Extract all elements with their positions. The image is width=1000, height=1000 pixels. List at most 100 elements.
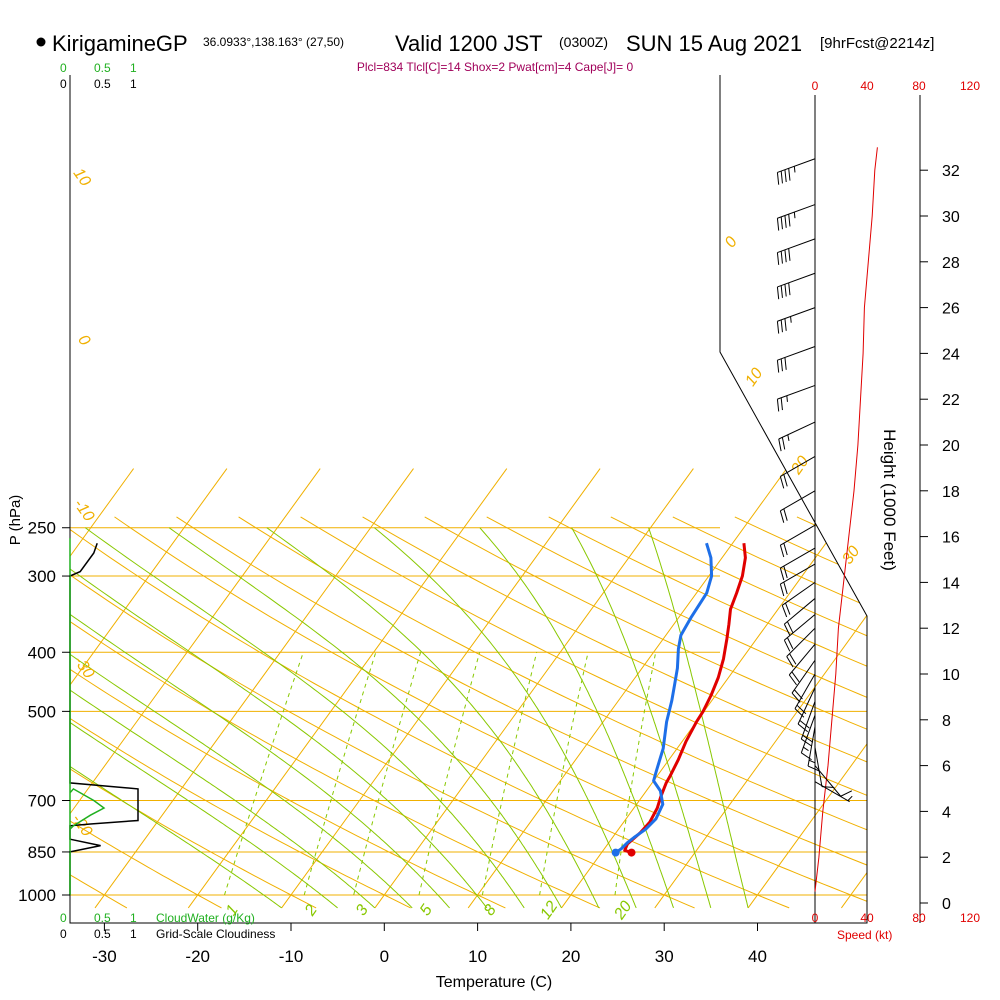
pressure-tick-label: 400 (28, 643, 56, 662)
wind-panel (776, 147, 878, 892)
height-tick-label: 14 (942, 575, 960, 592)
cw-bottom-tick: 0 (60, 911, 67, 925)
dry-adiabat-line (921, 517, 1000, 908)
mixing-ratio-line (224, 652, 304, 896)
isotherm-line (70, 468, 135, 909)
speed-scale-top: 0 40 80 120 (812, 79, 981, 93)
cl-top-tick: 0.5 (94, 77, 111, 91)
dry-adiabat-line (70, 516, 411, 909)
height-tick-label: 28 (942, 255, 960, 272)
dry-adiabat-line (70, 516, 317, 909)
temperature-line (623, 543, 747, 855)
indices-line: Plcl=834 Tlcl[C]=14 Shox=2 Pwat[cm]=4 Ca… (357, 60, 634, 74)
dry-adiabat-line (858, 516, 867, 909)
wind-speed-line (814, 147, 878, 892)
pressure-tick-label: 850 (28, 843, 56, 862)
dry-adiabat-line (424, 516, 867, 909)
moist-adiabat-line (70, 527, 450, 909)
speed-top-tick: 80 (912, 79, 926, 93)
moist-adiabat-line (70, 532, 413, 909)
wind-barb (800, 701, 816, 747)
thermo-grid (70, 468, 1000, 909)
mixing-ratio-line (353, 652, 422, 896)
cl-top-tick: 1 (130, 77, 137, 91)
speed-bottom-tick: 120 (960, 911, 980, 925)
dewpoint-line (614, 542, 714, 854)
wind-barb (776, 307, 816, 334)
isotherm-line (70, 468, 228, 909)
moist-adiabat-line (70, 575, 338, 909)
temperature-tick-label: -10 (279, 947, 304, 966)
cloudiness-scale-top: 0 0.5 1 (60, 77, 137, 91)
station-name: KirigamineGP (52, 31, 188, 56)
moist-adiabat-line (70, 557, 376, 909)
mixing-ratio-line (303, 652, 377, 896)
height-tick-label: 20 (942, 438, 960, 455)
dry-adiabat-line (983, 517, 1000, 908)
height-tick-label: 6 (942, 759, 951, 776)
mixing-ratio-line (418, 652, 481, 896)
moist-adiabat-line (266, 527, 600, 909)
wind-barb (776, 204, 816, 231)
wind-barb (783, 598, 816, 636)
isotherm-line (467, 468, 788, 909)
pressure-tick-label: 1000 (18, 886, 56, 905)
wind-barb (807, 726, 820, 772)
moist-adiabat-line (85, 527, 525, 909)
dry-adiabat-line (176, 516, 867, 909)
speed-bottom-tick: 0 (812, 911, 819, 925)
cloudiness-label: Grid-Scale Cloudiness (156, 927, 275, 941)
cw-top-tick: 0.5 (94, 61, 111, 75)
pressure-tick-label: 500 (28, 702, 56, 721)
isotherm-label: 10 (742, 365, 766, 389)
cloud-water-scale-top: 0 0.5 1 (60, 61, 137, 75)
mixing-ratio-line (539, 652, 589, 896)
station-coords: 36.0933°,138.163° (27,50) (203, 35, 344, 49)
moist-adiabat-line (571, 527, 712, 909)
height-tick-label: 2 (942, 850, 951, 867)
wind-barb (783, 614, 816, 652)
wind-barb (776, 238, 816, 265)
moist-adiabat-line (70, 604, 282, 909)
temperature-tick-label: 40 (748, 947, 767, 966)
cloud-water-label: CloudWater (g/Kg) (156, 911, 255, 925)
cw-top-tick: 0 (60, 61, 67, 75)
speed-scale-bottom: 0 40 80 120 Speed (kt) (812, 911, 981, 942)
dry-adiabat-line (70, 516, 790, 909)
dry-adiabat-line (70, 516, 222, 909)
height-tick-label: 24 (942, 346, 960, 363)
isotherm-line (70, 468, 321, 909)
mixing-ratio-label: 3 (353, 902, 372, 919)
mixing-ratio-label: 5 (417, 902, 436, 919)
valid-time: Valid 1200 JST (395, 31, 543, 56)
cl-bottom-tick: 1 (130, 927, 137, 941)
isotherm-line (840, 468, 867, 909)
height-tick-label: 30 (942, 209, 960, 226)
wind-barb (786, 627, 816, 668)
wind-barb (814, 747, 835, 789)
dry-adiabat-line (610, 516, 867, 909)
height-tick-label: 4 (942, 804, 951, 821)
moist-adiabat-line (168, 527, 562, 909)
isotherm-line (187, 468, 508, 909)
cw-bottom-tick: 1 (130, 911, 137, 925)
cloudiness-profile (69, 542, 139, 895)
plot-border (69, 75, 868, 924)
dry-adiabat-line (486, 516, 867, 909)
wind-barb (779, 524, 816, 558)
dry-adiabat-line (70, 516, 601, 909)
height-tick-label: 0 (942, 896, 951, 913)
temperature-axis: -30 -20 -10 0 10 20 30 40 (92, 923, 767, 966)
temperature-tick-label: -30 (92, 947, 117, 966)
isotherm-label-left: 0 (74, 332, 93, 349)
wind-barb (776, 346, 816, 373)
wind-barb (779, 490, 816, 523)
speed-top-tick: 40 (860, 79, 874, 93)
dry-adiabat-line (548, 516, 867, 909)
isotherm-label-left: 10 (70, 165, 94, 189)
wind-barb (779, 563, 816, 597)
mixing-ratio-line (614, 652, 657, 896)
height-axis-label: Height (1000 Feet) (880, 429, 899, 571)
temperature-tick-label: 10 (468, 947, 487, 966)
